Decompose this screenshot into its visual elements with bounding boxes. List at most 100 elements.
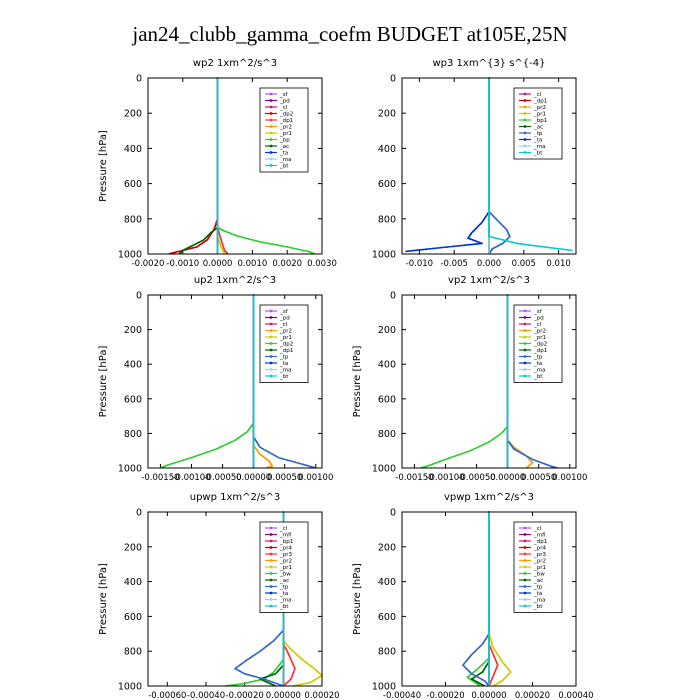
series-marker: [522, 453, 525, 456]
series-marker: [484, 216, 487, 218]
legend: _sf_pd_cl_dp2_dp1_pr2_pr1_bp_ac_ta_ma_bt: [259, 87, 309, 173]
series-marker: [226, 231, 228, 233]
x-tick-label: -0.00040: [383, 691, 421, 700]
y-tick-label: 200: [124, 542, 142, 553]
series-marker: [301, 659, 304, 661]
series-marker: [553, 247, 555, 250]
legend-label: _dp1: [533, 99, 547, 105]
series-marker: [446, 246, 449, 248]
series-marker: [503, 226, 506, 229]
legend-label: _mfl: [533, 533, 546, 539]
legend: _sf_pd_cl_pr2_pr1_dp2_dp1_tp_ta_ma_bt: [259, 304, 309, 383]
series-marker: [219, 237, 222, 239]
legend-label: _pr2: [279, 329, 292, 335]
legend-marker: [523, 585, 527, 588]
x-tick-label: 0.00100: [552, 473, 587, 483]
x-tick-label: 0.00050: [267, 473, 302, 483]
series-marker: [228, 232, 231, 234]
series-marker: [498, 433, 501, 436]
series-marker: [474, 228, 476, 231]
series-marker: [480, 664, 483, 666]
series-marker: [276, 667, 278, 669]
x-tick-label: 0.00000: [471, 691, 506, 700]
series-marker: [271, 453, 274, 456]
series-marker: [302, 463, 305, 466]
series-marker: [290, 676, 293, 679]
series-marker: [490, 213, 493, 216]
y-axis-label: Pressure [hPa]: [352, 346, 363, 418]
series-marker: [495, 667, 498, 670]
series-marker: [220, 240, 223, 243]
series-marker: [296, 653, 298, 656]
series-marker: [267, 242, 270, 245]
series-marker: [287, 645, 290, 648]
series-marker: [256, 450, 259, 453]
series-marker: [509, 443, 512, 446]
series-marker: [216, 135, 219, 138]
series-marker: [496, 662, 498, 665]
x-tick-label: -0.00020: [226, 691, 264, 700]
series-marker: [222, 246, 225, 248]
series-marker: [258, 240, 261, 243]
series-marker: [266, 645, 268, 647]
legend-label: _tp: [279, 585, 289, 591]
series-marker: [477, 667, 479, 670]
y-tick-label: 0: [136, 291, 142, 302]
series-marker: [247, 673, 249, 676]
series-marker: [200, 240, 203, 243]
series-marker: [246, 430, 249, 433]
legend-label: _cl: [279, 105, 288, 111]
series-marker: [472, 652, 475, 654]
series-marker: [479, 677, 482, 680]
legend-label: _ma: [533, 368, 545, 374]
legend-marker: [523, 533, 527, 536]
legend-label: _pr1: [279, 131, 292, 137]
series-marker: [268, 643, 271, 646]
series-marker: [491, 644, 494, 647]
legend-marker: [523, 144, 527, 148]
series-marker: [476, 240, 479, 243]
legend-marker: [523, 368, 527, 371]
legend-label: _pr2: [533, 559, 546, 565]
series-marker: [263, 646, 266, 649]
y-tick-label: 800: [124, 647, 142, 658]
y-tick-label: 600: [124, 612, 142, 623]
legend-label: _bw: [279, 572, 291, 578]
series-marker: [506, 351, 509, 354]
y-axis-label: Pressure [hPa]: [98, 563, 109, 635]
y-tick-label: 800: [378, 214, 396, 225]
series-marker: [206, 239, 209, 241]
series-marker: [249, 426, 252, 429]
legend-marker: [523, 322, 527, 326]
series-marker: [489, 637, 492, 640]
series-marker: [271, 672, 273, 675]
series-marker: [223, 230, 226, 233]
series-marker: [508, 442, 511, 445]
legend-label: _bt: [279, 164, 289, 170]
legend-marker: [269, 131, 273, 135]
series-marker: [215, 448, 218, 450]
x-tick-label: 0.00020: [515, 691, 550, 700]
series-marker: [481, 221, 483, 224]
series-marker: [494, 436, 497, 439]
series-marker: [201, 242, 203, 245]
series-marker: [493, 657, 496, 660]
series-marker: [283, 641, 286, 644]
chart-title: wp3 1xm^{3} s^{-4}: [432, 58, 545, 69]
series-marker: [292, 664, 295, 667]
series-marker: [234, 683, 236, 686]
series-marker: [250, 674, 253, 677]
series-marker: [507, 236, 510, 239]
series-line: [160, 295, 255, 469]
legend-label: _bp1: [533, 118, 547, 124]
series-marker: [199, 243, 202, 246]
legend-marker: [269, 598, 273, 601]
series-marker: [478, 646, 480, 649]
series-marker: [537, 460, 540, 463]
x-tick-label: 0.000: [477, 259, 501, 269]
series-marker: [504, 664, 506, 666]
series-marker: [490, 639, 493, 642]
series-marker: [292, 672, 294, 675]
series-marker: [493, 655, 495, 658]
y-tick-label: 0: [136, 508, 142, 519]
